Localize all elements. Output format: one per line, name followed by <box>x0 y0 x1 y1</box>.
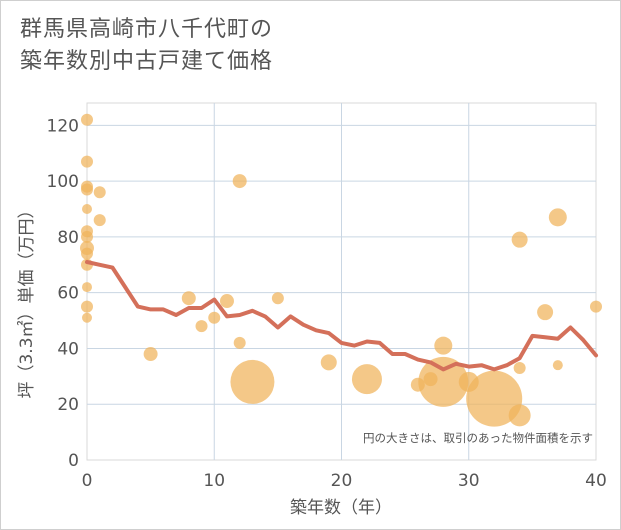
bubble-point <box>232 174 247 189</box>
x-tick-label: 0 <box>82 471 93 491</box>
y-tick-label: 40 <box>57 339 79 359</box>
bubble-point <box>81 247 93 260</box>
x-axis-label: 築年数（年） <box>290 498 392 518</box>
y-axis-label: 坪（3.3㎡）単価（万円） <box>17 201 37 398</box>
bubble-series <box>80 113 602 427</box>
bubble-point <box>93 214 106 227</box>
bubble-point <box>81 155 93 168</box>
y-tick-label: 120 <box>47 116 79 136</box>
y-tick-label: 100 <box>47 172 79 192</box>
bubble-point <box>82 203 92 214</box>
chart-title-line-1: 群馬県高崎市八千代町の <box>20 17 274 42</box>
x-tick-label: 20 <box>331 471 353 491</box>
bubble-point <box>271 292 284 305</box>
tick-labels: 0 20 40 60 80 100 120 0 10 20 30 40 <box>47 116 607 491</box>
bubble-point <box>351 364 382 395</box>
bubble-point <box>219 294 234 309</box>
bubble-point <box>195 320 208 333</box>
chart-title: 群馬県高崎市八千代町の 築年数別中古戸建て価格 <box>20 14 273 78</box>
bubble-point <box>81 113 93 126</box>
bubble-point <box>93 186 106 199</box>
gridlines <box>87 103 596 460</box>
bubble-point <box>82 282 92 293</box>
average-price-line <box>85 260 598 372</box>
line-series <box>85 260 598 372</box>
bubble-point <box>513 361 526 374</box>
x-tick-label: 10 <box>203 471 225 491</box>
bubble-point <box>143 347 158 362</box>
bubble-point <box>548 208 567 227</box>
bubble-point <box>81 183 93 196</box>
bubble-point <box>208 311 221 324</box>
bubble-point <box>418 356 469 407</box>
bubble-point <box>434 336 453 355</box>
x-tick-label: 30 <box>458 471 480 491</box>
bubble-point <box>230 359 275 404</box>
y-tick-label: 0 <box>68 451 79 471</box>
bubble-point <box>81 230 93 243</box>
bubble-point <box>233 336 246 349</box>
bubble-point <box>320 354 337 371</box>
bubble-point <box>82 312 92 323</box>
y-tick-label: 20 <box>57 395 79 415</box>
bubble-point <box>511 231 528 248</box>
bubble-point <box>508 404 531 427</box>
y-tick-label: 80 <box>57 228 79 248</box>
bubble-point <box>466 370 523 427</box>
bubble-point <box>181 291 196 306</box>
bubble-point <box>552 360 563 371</box>
x-tick-label: 40 <box>585 471 607 491</box>
y-tick-label: 60 <box>57 284 79 304</box>
bubble-point <box>590 300 602 313</box>
bubble-point <box>537 304 554 321</box>
bubble-point <box>81 300 93 313</box>
bubble-size-note: 円の大きさは、取引のあった物件面積を示す <box>363 431 593 445</box>
chart-title-line-2: 築年数別中古戸建て価格 <box>20 49 274 74</box>
